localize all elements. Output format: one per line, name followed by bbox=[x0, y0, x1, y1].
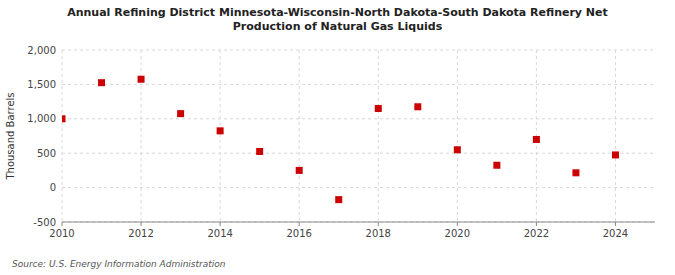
x-grid-line bbox=[62, 50, 63, 222]
y-tick-label: -500 bbox=[33, 217, 56, 228]
point bbox=[98, 79, 105, 86]
x-tick-label: 2022 bbox=[524, 228, 549, 239]
point bbox=[572, 169, 579, 176]
x-tick bbox=[299, 222, 300, 226]
y-grid-line bbox=[62, 153, 655, 154]
point bbox=[612, 151, 619, 158]
x-tick bbox=[220, 222, 221, 226]
title-line: Annual Refining District Minnesota-Wisco… bbox=[67, 6, 608, 19]
y-tick-label: 500 bbox=[37, 148, 56, 159]
point bbox=[62, 115, 66, 122]
x-grid-line bbox=[378, 50, 379, 222]
point bbox=[217, 127, 224, 134]
x-grid-line bbox=[220, 50, 221, 222]
point bbox=[533, 136, 540, 143]
point bbox=[375, 105, 382, 112]
y-grid-line bbox=[62, 187, 655, 188]
x-tick-label: 2014 bbox=[207, 228, 232, 239]
x-tick bbox=[615, 222, 616, 226]
x-axis-line bbox=[62, 222, 655, 223]
point bbox=[138, 76, 145, 83]
x-grid-line bbox=[457, 50, 458, 222]
point bbox=[296, 167, 303, 174]
x-tick-label: 2024 bbox=[603, 228, 628, 239]
point bbox=[177, 110, 184, 117]
point bbox=[493, 162, 500, 169]
points bbox=[62, 76, 619, 203]
x-tick bbox=[62, 222, 63, 226]
x-grid-line bbox=[299, 50, 300, 222]
x-tick-label: 2010 bbox=[49, 228, 74, 239]
title-line: Production of Natural Gas Liquids bbox=[233, 20, 443, 33]
point bbox=[335, 196, 342, 203]
grid bbox=[62, 50, 655, 222]
point bbox=[454, 146, 461, 153]
x-grid-line bbox=[615, 50, 616, 222]
y-tick-label: 1,000 bbox=[27, 113, 56, 124]
source: Source: U.S. Energy Information Administ… bbox=[12, 259, 226, 269]
y-grid-line bbox=[62, 118, 655, 119]
chart: Annual Refining District Minnesota-Wisco… bbox=[0, 0, 675, 275]
point bbox=[414, 103, 421, 110]
x-tick bbox=[378, 222, 379, 226]
x-tick-label: 2018 bbox=[366, 228, 391, 239]
x-tick-label: 2016 bbox=[286, 228, 311, 239]
x-tick bbox=[457, 222, 458, 226]
y-tick-label: 1,500 bbox=[27, 79, 56, 90]
title: Annual Refining District Minnesota-Wisco… bbox=[67, 6, 608, 33]
y-tick-label: 2,000 bbox=[27, 45, 56, 56]
y-grid-line bbox=[62, 84, 655, 85]
y-tick-label: 0 bbox=[50, 182, 56, 193]
point bbox=[256, 148, 263, 155]
x-tick bbox=[141, 222, 142, 226]
y-axis-label: Thousand Barrels bbox=[5, 92, 16, 180]
x-tick bbox=[536, 222, 537, 226]
y-grid-line bbox=[62, 50, 655, 51]
y-grid-line bbox=[62, 222, 655, 223]
x-tick-label: 2020 bbox=[445, 228, 470, 239]
x-tick-label: 2012 bbox=[128, 228, 153, 239]
